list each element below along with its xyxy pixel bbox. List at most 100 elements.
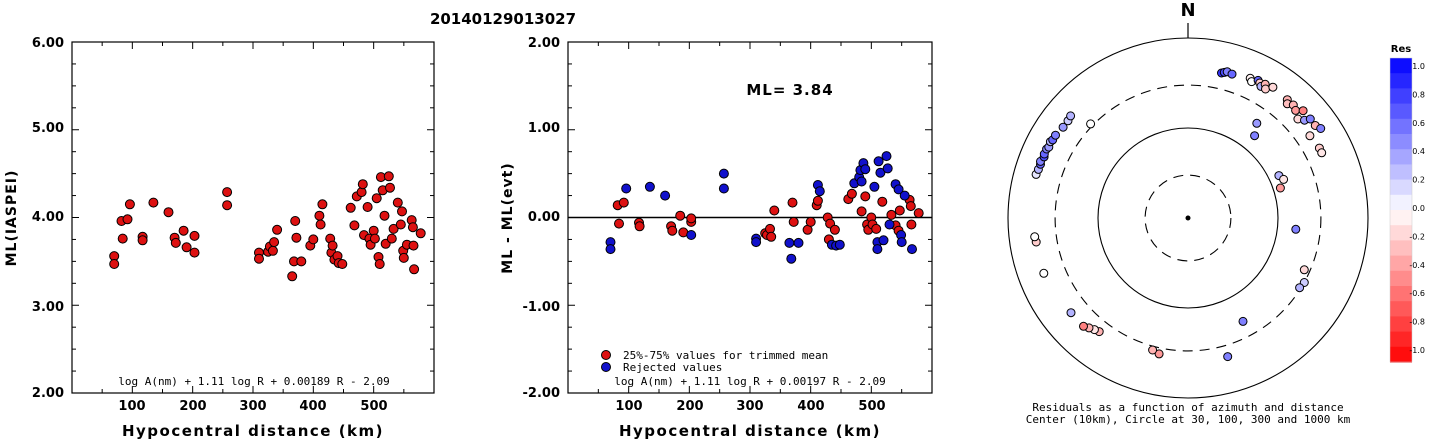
rejected-point [660,190,671,201]
data-point [395,219,406,230]
trimmed-point [905,201,916,212]
data-point [189,230,200,241]
north-label: N [1180,0,1195,21]
trimmed-point [614,218,624,229]
x-tick-label: 200 [179,399,206,414]
y-tick-label: 2.00 [528,36,560,51]
data-point [397,206,407,217]
rejected-point [751,237,762,248]
data-point [267,245,278,256]
rejected-point [621,183,632,194]
x-tick-label: 500 [858,399,885,414]
rejected-point [875,167,886,178]
x-tick-label: 300 [239,399,266,414]
colorbar-cell [1390,164,1412,181]
colorbar-tick-label: 0.2 [1412,176,1425,185]
data-point [314,210,325,221]
formula-label: log A(nm) + 1.11 log R + 0.00197 R - 2.0… [614,375,886,388]
colorbar-cell [1390,240,1412,257]
rejected-point [869,181,880,192]
data-point [398,252,409,263]
station-point [1051,130,1060,140]
data-point [254,253,264,264]
y-tick-label: 2.00 [32,386,64,401]
data-point [337,259,348,269]
trimmed-point [886,209,897,220]
colorbar-cell [1390,179,1412,196]
colorbar-tick-label: -1.0 [1409,346,1425,355]
station-point [1299,265,1309,275]
rejected-point [878,235,889,246]
rejected-point [893,184,904,195]
residual-colorbar: Res 1.0 0.8 0.6 0.4 0.2 0.0 -0.2 -0.4 -0.6 -0.8 -1… [1389,44,1425,363]
data-point [222,187,233,198]
trimmed-point [766,231,777,242]
data-point [327,240,338,251]
y-tick-label: 5.00 [32,121,64,136]
trimmed-point [667,225,678,236]
colorbar-tick-label: 0.0 [1412,204,1425,213]
panel-ml-residual: -2.00 -1.00 0.00 1.00 2.00 100 200 300 4… [500,36,933,440]
colorbar-cell [1390,225,1412,241]
colorbar-cell [1390,58,1412,74]
x-tick-label: 400 [797,399,824,414]
colorbar-cell [1390,88,1412,105]
station-point [1291,224,1301,234]
x-axis-label: Hypocentral distance (km) [122,422,384,440]
data-point [122,214,133,225]
polar-caption-line1: Residuals as a function of azimuth and d… [1032,401,1343,414]
distance-ring [1144,174,1232,262]
rejected-point [718,183,729,194]
x-tick-label: 100 [615,399,642,414]
data-point [385,182,395,193]
x-tick-label: 400 [299,399,326,414]
station-point [1291,105,1301,115]
ml-annotation: ML= 3.84 [746,81,833,99]
data-point [379,210,390,221]
data-point [345,202,356,213]
data-point [178,225,189,236]
panel-azimuth-polar: N Residuals as a function of azimuth and… [1007,0,1369,426]
station-point [1316,124,1326,133]
colorbar-cell [1390,346,1412,363]
station-point [1305,114,1315,124]
colorbar-cell [1390,149,1412,165]
station-point [1317,148,1327,158]
distance-ring [1007,37,1369,399]
colorbar-cell [1390,301,1412,317]
data-point [308,234,319,245]
station-point [1252,118,1262,128]
y-tick-label: 1.00 [528,121,560,136]
trimmed-point [860,191,871,202]
y-tick-label: -2.00 [523,386,560,401]
rejected-point [896,237,907,248]
trimmed-point [787,197,798,208]
rejected-point [884,219,895,230]
trimmed-point [812,195,823,206]
trimmed-point [829,224,840,235]
x-tick-label: 100 [118,399,145,414]
polar-caption-line2: Center (10km), Circle at 30, 100, 300 an… [1026,413,1351,426]
trimmed-point [846,188,857,199]
distance-ring [1054,84,1322,352]
trimmed-point [634,221,645,232]
rejected-point [814,186,825,197]
station-point [1039,268,1049,278]
colorbar-tick-label: -0.6 [1409,289,1425,298]
colorbar-cell [1390,331,1412,348]
trimmed-point [769,205,780,216]
colorbar-cell [1390,210,1412,226]
colorbar-title: Res [1391,44,1411,55]
station-point [1227,69,1237,79]
colorbar-tick-label: 0.4 [1412,147,1425,156]
y-tick-label: 6.00 [32,36,64,51]
station-point [1298,106,1308,116]
colorbar-cell [1390,316,1412,333]
station-points [1030,67,1327,362]
rejected-point [907,244,917,255]
station-point [1261,84,1270,94]
x-tick-label: 300 [736,399,763,414]
trimmed-point [856,206,867,217]
rejected-point [881,151,892,162]
colorbar-tick-label: -0.8 [1409,318,1425,327]
